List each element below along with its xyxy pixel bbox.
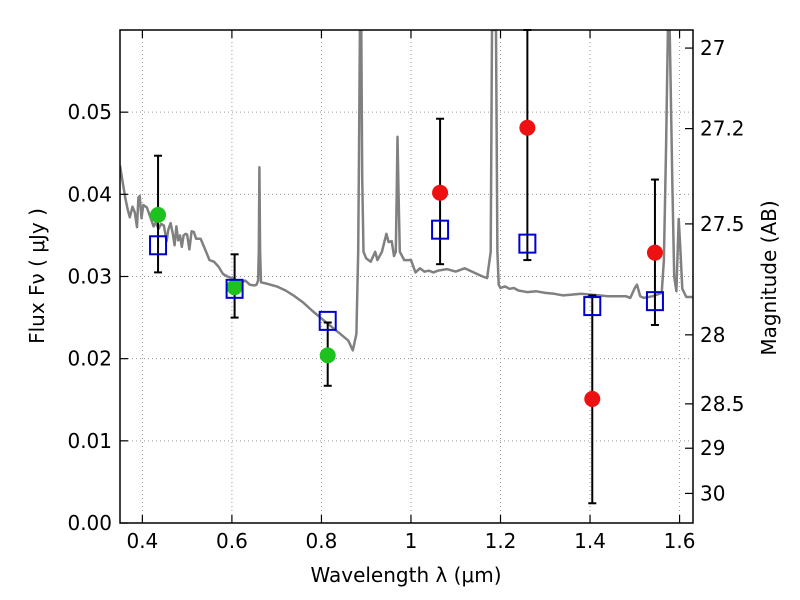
model-photometry-point [518,233,537,254]
model-photometry-point [431,219,450,240]
x-tick-label: 0.6 [216,529,248,553]
y-tick-label: 0.02 [67,347,112,371]
y-tick-label: 0.00 [67,511,112,535]
right-tick-label: 29 [700,436,725,460]
right-tick-label: 28.5 [700,392,745,416]
y-tick-label: 0.03 [67,265,112,289]
right-tick-label: 28 [700,323,725,347]
observed-point-red [519,119,536,136]
x-axis-label: Wavelength λ (μm) [310,563,501,587]
observed-point-red [584,390,601,407]
model-spectrum-line [120,30,693,352]
right-tick-label: 27 [700,36,725,60]
observed-point-green [319,347,336,364]
x-tick-label: 1.4 [574,529,606,553]
y-tick-label: 0.05 [67,100,112,124]
errorbar-layer [154,29,659,505]
model-photometry-point [225,278,244,299]
right-tick-label: 30 [700,481,725,505]
y-tick-label: 0.04 [67,182,112,206]
grid [120,30,693,524]
x-tick-label: 0.4 [126,529,158,553]
right-tick-label: 27.5 [700,212,745,236]
x-tick-label: 0.8 [306,529,338,553]
tick-labels: 0.4 0.6 0.8 1 1.2 1.4 1.6 0.00 0.01 0.02 0.03 0.04 0… [67,36,744,553]
data-point-layer [149,119,664,407]
y-axis-right-label: Magnitude (AB) [757,200,781,355]
model-photometry-point [149,235,168,256]
observed-point-red [432,184,449,201]
right-tick-label: 27.2 [700,117,745,141]
x-tick-label: 1.2 [485,529,517,553]
x-tick-label: 1.6 [664,529,696,553]
model-photometry-point [583,296,602,317]
plot-frame [119,29,694,524]
observed-point-green [226,279,243,296]
observed-point-red [646,244,663,261]
axes [119,29,694,524]
observed-point-green [150,206,167,223]
model-spectrum-layer [120,30,693,352]
y-tick-label: 0.01 [67,429,112,453]
x-tick-label: 1 [405,529,418,553]
model-photometry-point [318,310,337,331]
y-axis-label: Flux Fν ( μJy ) [25,208,49,344]
model-photometry-point [645,291,664,312]
